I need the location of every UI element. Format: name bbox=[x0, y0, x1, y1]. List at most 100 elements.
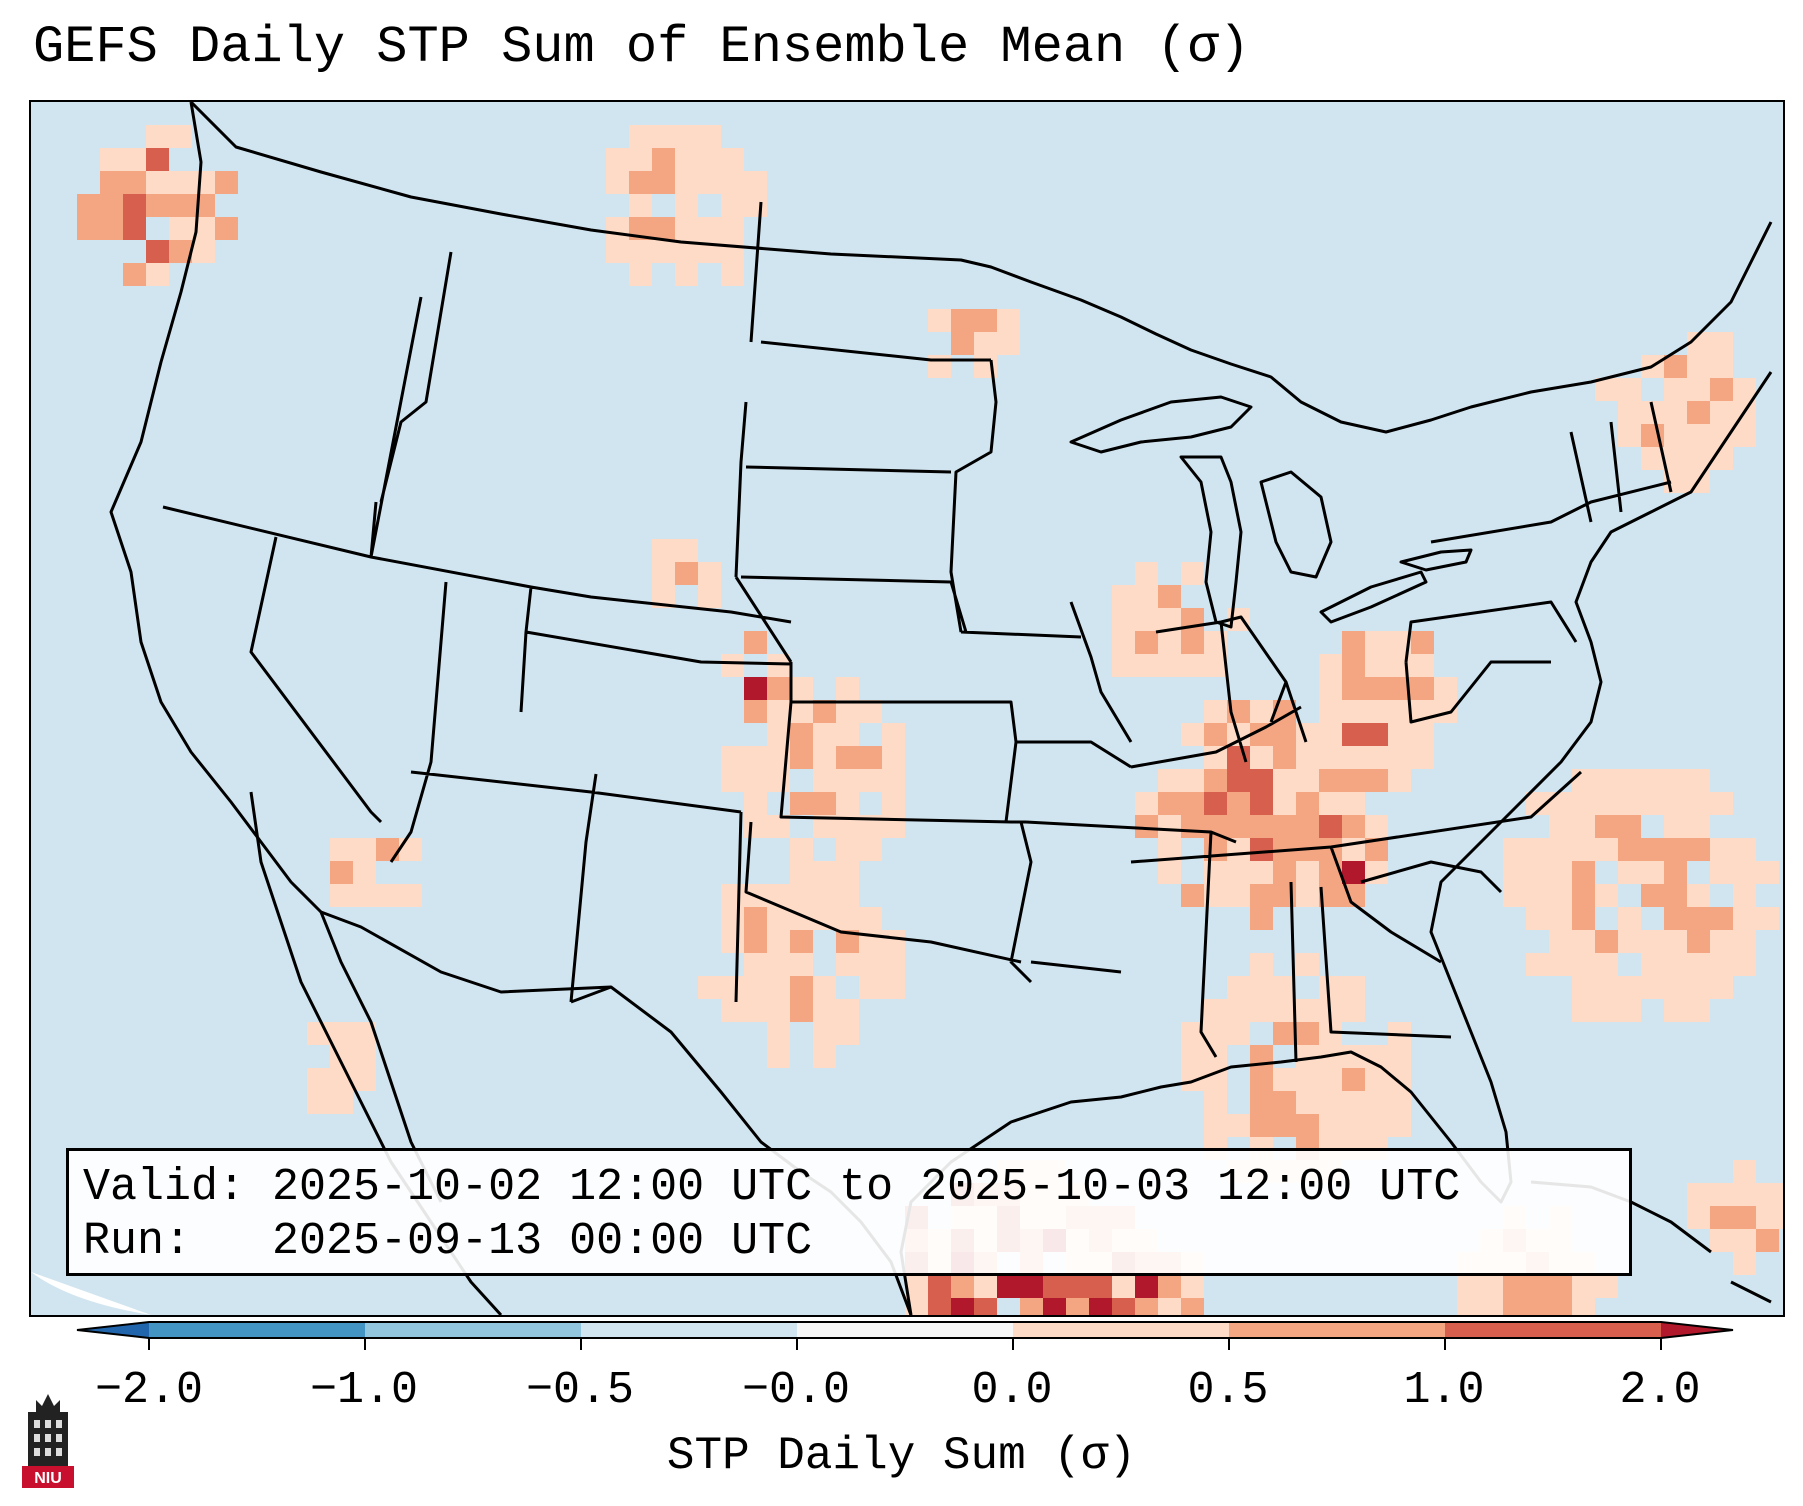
stp-cell bbox=[1296, 884, 1319, 907]
stp-cell bbox=[1733, 1252, 1756, 1275]
stp-cell bbox=[744, 769, 767, 792]
stp-cell bbox=[951, 1298, 974, 1315]
stp-cell bbox=[1687, 1183, 1710, 1206]
stp-cell bbox=[1572, 999, 1595, 1022]
stp-cell bbox=[698, 976, 721, 999]
stp-cell bbox=[1503, 1298, 1526, 1315]
stp-cell bbox=[652, 539, 675, 562]
stp-cell bbox=[1227, 861, 1250, 884]
stp-cell bbox=[1365, 746, 1388, 769]
stp-cell bbox=[1181, 631, 1204, 654]
stp-cell bbox=[1710, 907, 1733, 930]
stp-cell bbox=[859, 746, 882, 769]
colorbar-outline bbox=[76, 1321, 1734, 1339]
colorbar-segment bbox=[797, 1322, 1013, 1338]
stp-cell bbox=[1273, 999, 1296, 1022]
university-tower-icon: NIU bbox=[22, 1394, 74, 1488]
stp-cell bbox=[1710, 1183, 1733, 1206]
stp-cell bbox=[721, 884, 744, 907]
stp-cell bbox=[1710, 332, 1733, 355]
stp-cell bbox=[974, 1298, 997, 1315]
stp-cell bbox=[146, 125, 169, 148]
stp-cell bbox=[1664, 355, 1687, 378]
stp-cell bbox=[1365, 1114, 1388, 1137]
stp-cell bbox=[307, 1068, 330, 1091]
lake-michigan bbox=[1179, 455, 1243, 629]
stp-cell bbox=[1250, 723, 1273, 746]
stp-cell bbox=[1135, 631, 1158, 654]
stp-cell bbox=[813, 723, 836, 746]
stp-cell bbox=[1710, 1229, 1733, 1252]
stp-cell bbox=[836, 953, 859, 976]
stp-cell bbox=[813, 792, 836, 815]
stp-cell bbox=[1572, 792, 1595, 815]
stp-cell bbox=[629, 240, 652, 263]
stp-cell bbox=[675, 125, 698, 148]
stp-cell bbox=[836, 723, 859, 746]
stp-cell bbox=[652, 217, 675, 240]
colorbar-tick-label: −0.5 bbox=[525, 1365, 635, 1416]
stp-cell bbox=[1664, 424, 1687, 447]
stp-cell bbox=[192, 194, 215, 217]
stp-cell bbox=[1572, 930, 1595, 953]
stp-cell bbox=[1319, 1022, 1342, 1045]
stp-cell bbox=[1227, 746, 1250, 769]
colorbar-segment bbox=[581, 1322, 797, 1338]
stp-cell bbox=[1227, 1022, 1250, 1045]
west-coastline bbox=[109, 102, 323, 914]
stp-cell bbox=[836, 677, 859, 700]
stp-cell bbox=[836, 838, 859, 861]
stp-cell bbox=[1733, 861, 1756, 884]
stp-cell bbox=[1273, 723, 1296, 746]
stp-cell bbox=[1135, 1275, 1158, 1298]
stp-cell bbox=[1641, 953, 1664, 976]
stp-cell bbox=[1710, 861, 1733, 884]
stp-cell bbox=[1618, 378, 1641, 401]
stp-cell bbox=[606, 217, 629, 240]
stp-cell bbox=[721, 654, 744, 677]
stp-cell bbox=[100, 194, 123, 217]
stp-cell bbox=[1273, 1114, 1296, 1137]
stp-cell bbox=[1296, 953, 1319, 976]
stp-cell bbox=[1480, 1298, 1503, 1315]
stp-cell bbox=[1020, 1298, 1043, 1315]
stp-cell bbox=[100, 217, 123, 240]
stp-cell bbox=[1319, 792, 1342, 815]
stp-cell bbox=[1572, 861, 1595, 884]
stp-cell bbox=[1756, 907, 1779, 930]
stp-cell bbox=[859, 700, 882, 723]
stp-cell bbox=[629, 263, 652, 286]
stp-cell bbox=[1733, 424, 1756, 447]
stp-cell bbox=[1250, 907, 1273, 930]
stp-cell bbox=[1227, 769, 1250, 792]
stp-cell bbox=[1158, 1298, 1181, 1315]
stp-cell bbox=[1342, 746, 1365, 769]
stp-cell bbox=[859, 838, 882, 861]
stp-cell bbox=[744, 700, 767, 723]
stp-cell bbox=[1273, 976, 1296, 999]
stp-cell bbox=[1273, 792, 1296, 815]
stp-cell bbox=[652, 171, 675, 194]
stp-cell bbox=[1342, 769, 1365, 792]
stp-cell bbox=[744, 815, 767, 838]
stp-cell bbox=[1319, 815, 1342, 838]
stp-cell bbox=[1319, 1114, 1342, 1137]
stp-cell bbox=[882, 953, 905, 976]
stp-cell bbox=[1135, 585, 1158, 608]
stp-cell bbox=[330, 861, 353, 884]
stp-cell bbox=[1181, 1068, 1204, 1091]
stp-cell bbox=[675, 171, 698, 194]
stp-cell bbox=[1319, 677, 1342, 700]
stp-cell bbox=[1526, 1298, 1549, 1315]
stp-cell bbox=[744, 631, 767, 654]
stp-cell bbox=[744, 930, 767, 953]
stp-cell bbox=[882, 930, 905, 953]
stp-cell bbox=[215, 217, 238, 240]
stp-cell bbox=[905, 1275, 928, 1298]
stp-cell bbox=[1158, 815, 1181, 838]
stp-cell bbox=[1595, 378, 1618, 401]
stp-cell bbox=[1687, 332, 1710, 355]
stp-cell bbox=[767, 1045, 790, 1068]
stp-cell bbox=[744, 907, 767, 930]
stp-cell bbox=[1687, 907, 1710, 930]
